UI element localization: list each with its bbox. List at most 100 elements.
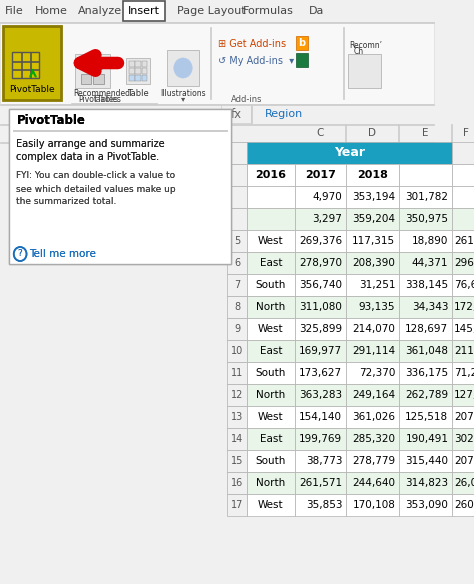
Bar (295, 186, 346, 208)
Bar (227, 208, 247, 230)
Text: 353,090: 353,090 (405, 500, 448, 510)
Text: 338,145: 338,145 (405, 280, 448, 290)
Text: FYI: You can double-click a value to: FYI: You can double-click a value to (17, 172, 175, 180)
Bar (227, 296, 247, 318)
Bar (247, 318, 295, 340)
Bar (399, 384, 452, 406)
Text: North: North (256, 302, 285, 312)
Text: 35,853: 35,853 (306, 500, 342, 510)
Bar (0, 0, 434, 22)
Text: West: West (258, 412, 283, 422)
Bar (346, 494, 399, 516)
Text: 361,026: 361,026 (352, 412, 395, 422)
Text: 8: 8 (234, 302, 240, 312)
Bar (126, 58, 150, 84)
Bar (348, 54, 381, 88)
Text: 244,640: 244,640 (352, 478, 395, 488)
Bar (3, 26, 61, 100)
Bar (452, 494, 474, 516)
Text: FYI: You can double-click a value to: FYI: You can double-click a value to (17, 172, 175, 180)
Bar (75, 54, 110, 88)
Text: 359,204: 359,204 (352, 214, 395, 224)
Text: West: West (258, 236, 283, 246)
Bar (13, 130, 227, 131)
Text: ⊞ Get Add-ins: ⊞ Get Add-ins (218, 39, 286, 49)
Bar (227, 318, 247, 340)
Bar (295, 296, 346, 318)
Text: 17: 17 (231, 500, 243, 510)
Bar (346, 252, 399, 274)
Text: 261,571: 261,571 (299, 478, 342, 488)
Text: PivotTable: PivotTable (9, 85, 55, 95)
Bar (247, 142, 452, 164)
Bar (0, 22, 434, 23)
Text: 208,390: 208,390 (352, 258, 395, 268)
Bar (247, 296, 295, 318)
Bar (142, 75, 147, 81)
Text: Tell me more: Tell me more (29, 249, 96, 259)
Text: East: East (260, 258, 282, 268)
Bar (346, 450, 399, 472)
Text: 31,251: 31,251 (359, 280, 395, 290)
Bar (295, 340, 346, 362)
Text: PivotTable: PivotTable (17, 114, 85, 127)
Text: 154,140: 154,140 (299, 412, 342, 422)
Bar (166, 50, 200, 86)
Text: 3,297: 3,297 (312, 214, 342, 224)
Text: 170,108: 170,108 (352, 500, 395, 510)
Text: 11: 11 (231, 368, 243, 378)
Bar (227, 230, 247, 252)
Bar (346, 274, 399, 296)
Text: 127,: 127, (454, 390, 474, 400)
Bar (247, 208, 295, 230)
Bar (0, 104, 434, 105)
Bar (295, 36, 309, 50)
Bar (399, 296, 452, 318)
Bar (13, 130, 227, 131)
Text: 249,164: 249,164 (352, 390, 395, 400)
Text: 72,370: 72,370 (359, 368, 395, 378)
Bar (452, 274, 474, 296)
Bar (227, 274, 247, 296)
Text: 325,899: 325,899 (299, 324, 342, 334)
Bar (295, 384, 346, 406)
Text: East: East (260, 434, 282, 444)
Text: South: South (255, 456, 286, 466)
Text: Tables: Tables (92, 95, 118, 103)
Text: 13: 13 (231, 412, 243, 422)
Bar (247, 230, 295, 252)
Text: 207,: 207, (454, 412, 474, 422)
Bar (452, 230, 474, 252)
Text: complex data in a PivotTable.: complex data in a PivotTable. (17, 152, 160, 162)
Bar (247, 494, 295, 516)
Text: 301,782: 301,782 (405, 192, 448, 202)
Bar (142, 68, 147, 74)
Text: F: F (463, 128, 469, 138)
Text: 302,: 302, (454, 434, 474, 444)
Bar (247, 164, 295, 186)
Bar (295, 450, 346, 472)
Text: 172,: 172, (454, 302, 474, 312)
Bar (295, 274, 346, 296)
Bar (129, 61, 135, 67)
Text: complex data in a PivotTable.: complex data in a PivotTable. (17, 152, 160, 162)
Text: 71,2: 71,2 (454, 368, 474, 378)
Text: Add-ins: Add-ins (231, 95, 263, 103)
Bar (399, 450, 452, 472)
Text: PivotTable: PivotTable (17, 114, 85, 127)
Bar (346, 340, 399, 362)
Bar (123, 1, 164, 21)
Bar (0, 22, 434, 104)
Bar (295, 318, 346, 340)
Bar (399, 362, 452, 384)
Text: 2018: 2018 (357, 170, 388, 180)
Text: 125,518: 125,518 (405, 412, 448, 422)
Bar (295, 494, 346, 516)
Text: 7: 7 (234, 280, 240, 290)
Bar (295, 53, 309, 67)
Text: 269,376: 269,376 (299, 236, 342, 246)
Text: 4,970: 4,970 (312, 192, 342, 202)
Text: Insert: Insert (128, 6, 160, 16)
Text: Easily arrange and summarize: Easily arrange and summarize (17, 139, 165, 149)
Bar (251, 105, 252, 123)
